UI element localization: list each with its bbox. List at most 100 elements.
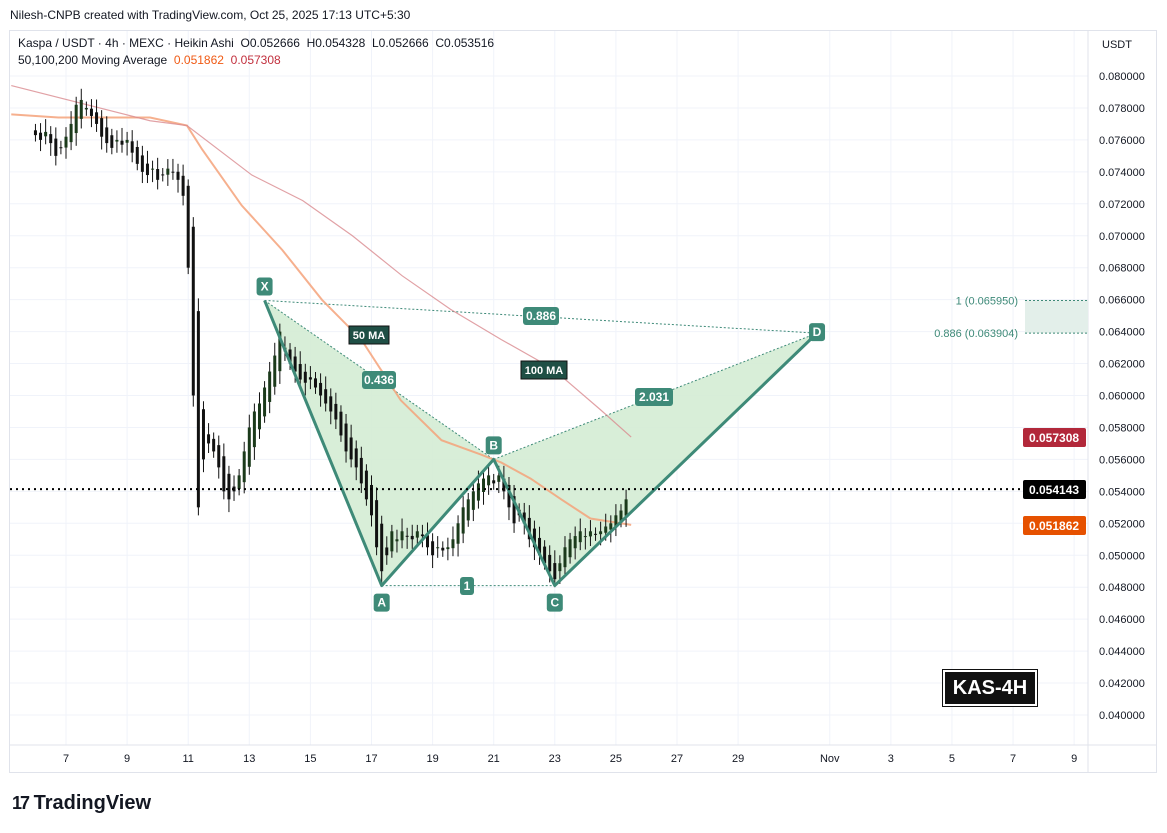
candle-body — [380, 523, 384, 572]
candle-body — [563, 547, 567, 568]
candle — [466, 492, 470, 527]
y-tick-label: 0.050000 — [1099, 550, 1145, 562]
candle-body — [502, 478, 506, 492]
point-label-b: B — [485, 436, 502, 455]
candle-body — [227, 473, 231, 500]
ma-indicator-label[interactable]: 50,100,200 Moving Average — [18, 53, 168, 67]
candle — [583, 528, 587, 550]
candle-body — [476, 483, 480, 501]
candle — [242, 441, 246, 494]
ohlc-open: O0.052666 — [240, 36, 300, 50]
candle — [252, 403, 256, 460]
x-tick-label: Nov — [820, 753, 840, 765]
candle — [349, 424, 353, 468]
candle-body — [400, 531, 404, 541]
y-tick-label: 0.074000 — [1099, 167, 1145, 179]
candle-body — [390, 531, 394, 552]
candle — [609, 515, 613, 543]
candle-body — [426, 535, 430, 548]
price-tag-ma100-bg — [1023, 428, 1086, 447]
candle-body — [247, 427, 251, 467]
candle-body — [263, 387, 267, 417]
candle — [84, 101, 88, 116]
candle — [308, 366, 312, 390]
candle — [89, 99, 93, 128]
candle-body — [319, 382, 323, 396]
ma100-annotation-bg — [520, 360, 568, 380]
candle — [44, 119, 48, 145]
point-label-a-bg — [373, 593, 390, 612]
candle-body — [115, 139, 119, 142]
candle — [461, 496, 465, 544]
candle-body — [74, 104, 78, 134]
ohlc-low: L0.052666 — [371, 36, 429, 50]
candle — [522, 502, 526, 535]
candle — [594, 527, 598, 541]
fib-zone — [1025, 300, 1088, 334]
candle — [64, 127, 68, 159]
symbol-info[interactable]: Kaspa / USDT · 4h · MEXC · Heikin Ashi — [18, 36, 234, 50]
candle-body — [196, 311, 200, 508]
price-tag-ma100-text: 0.057308 — [1029, 431, 1079, 445]
price-tag-last-text: 0.054143 — [1029, 483, 1079, 497]
candle-body — [156, 168, 160, 180]
currency-label[interactable]: USDT — [1102, 39, 1132, 51]
symbol-legend: Kaspa / USDT · 4h · MEXC · Heikin Ashi O… — [18, 36, 494, 50]
candle — [222, 443, 226, 500]
candle-body — [492, 480, 496, 484]
candle — [207, 423, 211, 454]
candle — [120, 127, 124, 153]
candle — [105, 116, 109, 153]
candle — [49, 126, 53, 156]
candle — [431, 533, 435, 569]
candle — [278, 323, 282, 384]
point-label-c: C — [546, 593, 563, 612]
candle-body — [257, 403, 261, 430]
candle-body — [482, 478, 486, 492]
candle-body — [64, 136, 68, 148]
candle-body — [79, 99, 83, 119]
candle-body — [578, 531, 582, 543]
pattern-xab-fill — [264, 300, 494, 586]
point-label-d-text: D — [813, 325, 822, 339]
candle-body — [614, 515, 618, 527]
candle — [482, 470, 486, 505]
candle — [176, 163, 180, 193]
candle-body — [466, 499, 470, 521]
candle — [324, 376, 328, 412]
pattern-bcd-fill — [493, 333, 818, 586]
candle — [33, 123, 37, 142]
point-label-x-text: X — [261, 279, 269, 293]
candle-body — [527, 517, 531, 540]
candle — [578, 518, 582, 551]
y-tick-label: 0.060000 — [1099, 391, 1145, 403]
candle-body — [268, 371, 272, 402]
tradingview-logo[interactable]: 17 TradingView — [12, 792, 151, 815]
ratio-bd-label-text: 2.031 — [639, 390, 669, 404]
y-tick-label: 0.062000 — [1099, 359, 1145, 371]
candle-body — [166, 168, 170, 175]
candle-body — [191, 226, 195, 396]
candle — [161, 168, 165, 182]
candle-body — [201, 409, 205, 460]
candle — [232, 475, 236, 501]
candle — [39, 123, 43, 152]
y-tick-label: 0.042000 — [1099, 678, 1145, 690]
ratio-xd-label: 0.886 — [523, 307, 559, 325]
x-tick-label: 29 — [732, 753, 744, 765]
y-tick-label: 0.068000 — [1099, 263, 1145, 275]
candle-body — [222, 456, 226, 492]
candle — [181, 164, 185, 206]
y-tick-label: 0.048000 — [1099, 582, 1145, 594]
candle-body — [324, 389, 328, 404]
y-tick-label: 0.076000 — [1099, 135, 1145, 147]
candle — [212, 432, 216, 458]
candle — [319, 373, 323, 407]
x-tick-label: 19 — [426, 753, 438, 765]
candle — [156, 157, 160, 190]
price-tag-ma50: 0.051862 — [1023, 516, 1086, 535]
pattern-ratio-line — [264, 300, 494, 460]
y-tick-label: 0.072000 — [1099, 199, 1145, 211]
candle-body — [298, 364, 302, 380]
